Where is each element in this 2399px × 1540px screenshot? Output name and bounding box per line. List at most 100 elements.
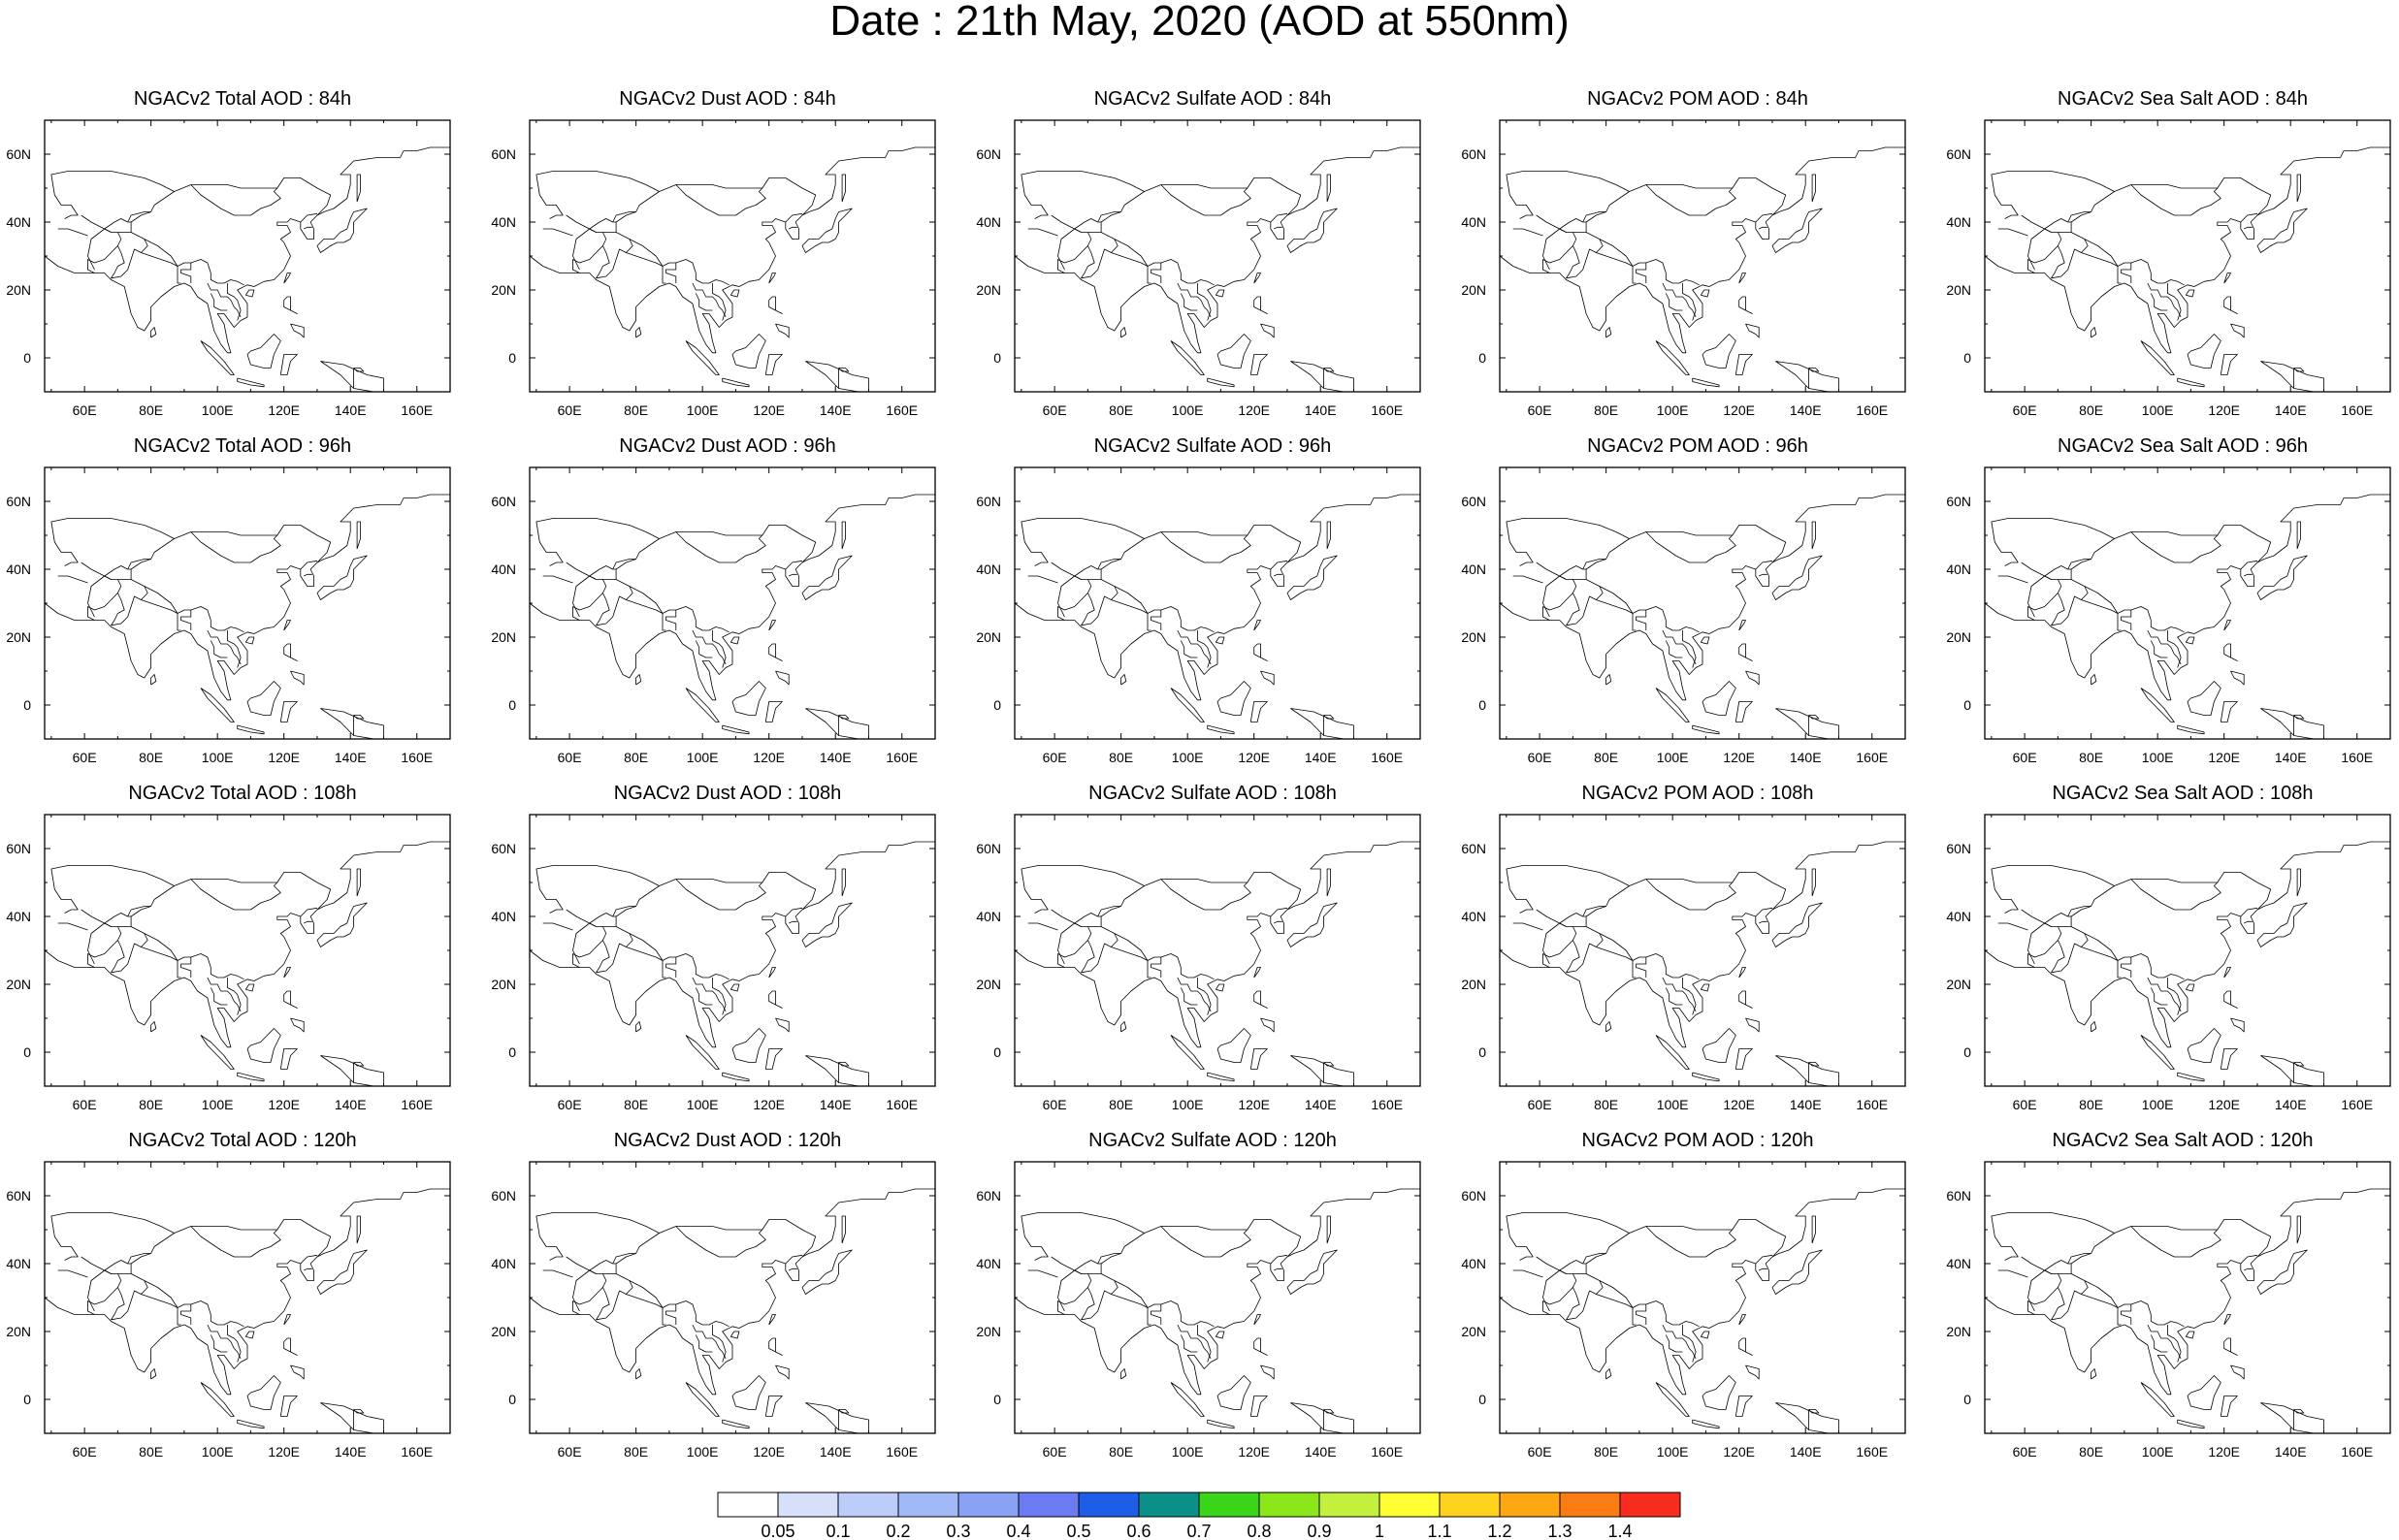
coastline bbox=[2140, 1035, 2175, 1070]
map-panel: NGACv2 Sulfate AOD : 84h 60E 80E 100E 120E 14… bbox=[970, 89, 1455, 435]
country-border bbox=[207, 629, 242, 665]
lon-tick-label: 80E bbox=[1594, 402, 1618, 418]
lat-tick-label: 60N bbox=[1946, 841, 1971, 856]
country-border bbox=[1582, 1253, 1606, 1265]
lon-tick-label: 120E bbox=[1723, 402, 1755, 418]
country-border bbox=[695, 1334, 713, 1353]
coastline bbox=[635, 674, 642, 686]
coastline bbox=[283, 620, 291, 631]
country-border bbox=[57, 575, 88, 584]
panel-title: NGACv2 Total AOD : 84h bbox=[133, 88, 352, 110]
country-border bbox=[1180, 987, 1198, 1006]
lon-tick-label: 80E bbox=[139, 1444, 163, 1460]
country-border bbox=[1160, 531, 1251, 563]
country-border bbox=[226, 630, 242, 668]
coastline bbox=[685, 688, 720, 722]
coastline bbox=[1249, 701, 1268, 722]
coastline bbox=[1738, 296, 1753, 314]
country-border bbox=[104, 1260, 132, 1271]
lon-tick-label: 160E bbox=[1371, 1097, 1403, 1112]
country-border bbox=[1151, 263, 1162, 283]
colorbar-label: 0.2 bbox=[886, 1522, 910, 1540]
country-border bbox=[111, 1287, 142, 1321]
country-border bbox=[1151, 610, 1162, 630]
lon-tick-label: 80E bbox=[1109, 750, 1133, 765]
lat-tick-label: 40N bbox=[976, 1256, 1001, 1271]
country-border bbox=[226, 978, 242, 1015]
coastline bbox=[1216, 334, 1251, 369]
coastline bbox=[1216, 1375, 1251, 1410]
country-border bbox=[662, 960, 666, 979]
lon-tick-label: 80E bbox=[2079, 402, 2103, 418]
country-border bbox=[2004, 561, 2019, 566]
coastline bbox=[1249, 1396, 1268, 1417]
panel-title: NGACv2 Sulfate AOD : 84h bbox=[1093, 88, 1332, 110]
coastline bbox=[1014, 841, 1420, 1048]
lat-tick-label: 60N bbox=[491, 494, 516, 509]
lon-tick-label: 120E bbox=[753, 402, 785, 418]
coastline bbox=[1326, 174, 1331, 203]
country-border bbox=[675, 1226, 766, 1258]
panel-title: NGACv2 POM AOD : 96h bbox=[1587, 435, 1808, 457]
country-border bbox=[1536, 909, 1567, 927]
coastline bbox=[353, 1409, 365, 1414]
coastline bbox=[1260, 1017, 1275, 1033]
country-border bbox=[1542, 926, 1577, 968]
country-border bbox=[572, 538, 660, 618]
lon-tick-label: 80E bbox=[1594, 750, 1618, 765]
country-border bbox=[2147, 282, 2182, 318]
lon-tick-label: 80E bbox=[139, 402, 163, 418]
country-border bbox=[1196, 1325, 1212, 1363]
coastline bbox=[1326, 521, 1331, 550]
country-border bbox=[1074, 913, 1102, 924]
lon-tick-label: 60E bbox=[1528, 1444, 1552, 1460]
coastline bbox=[764, 354, 783, 375]
lon-tick-label: 140E bbox=[335, 402, 367, 418]
country-border bbox=[2130, 531, 2221, 563]
coastline bbox=[529, 494, 935, 701]
lat-tick-label: 60N bbox=[1461, 1188, 1486, 1203]
coastline bbox=[729, 636, 740, 645]
country-border bbox=[662, 1307, 666, 1326]
coastline bbox=[1700, 636, 1710, 645]
coastline bbox=[2296, 868, 2301, 897]
lat-tick-label: 0 bbox=[1478, 1392, 1486, 1407]
coastline bbox=[1745, 1017, 1760, 1033]
lat-tick-label: 60N bbox=[976, 494, 1001, 509]
lon-tick-label: 60E bbox=[558, 750, 582, 765]
coastline bbox=[316, 902, 368, 947]
lat-tick-label: 20N bbox=[976, 282, 1001, 298]
lon-tick-label: 140E bbox=[1790, 1097, 1822, 1112]
coastline bbox=[1253, 643, 1268, 661]
coastline bbox=[44, 494, 450, 701]
coastline bbox=[356, 868, 361, 897]
lon-tick-label: 60E bbox=[2013, 750, 2037, 765]
map-panel: NGACv2 Sulfate AOD : 96h 60E 80E 100E 120E 14… bbox=[970, 436, 1455, 783]
country-border bbox=[2150, 640, 2168, 658]
lat-tick-label: 60N bbox=[6, 1188, 31, 1203]
country-border bbox=[210, 640, 228, 658]
coastline bbox=[2185, 636, 2195, 645]
country-border bbox=[1542, 579, 1577, 621]
lon-tick-label: 100E bbox=[202, 1444, 234, 1460]
coastline bbox=[1702, 1028, 1736, 1063]
map-plot: 60E 80E 100E 120E 140E 160E 60N 40N 20N 0 bbox=[1946, 1161, 2391, 1460]
lon-tick-label: 100E bbox=[202, 750, 234, 765]
country-border bbox=[1997, 228, 2028, 237]
coastline bbox=[2091, 674, 2097, 686]
lat-tick-label: 40N bbox=[1461, 909, 1486, 924]
colorbar-label: 0.5 bbox=[1066, 1522, 1090, 1540]
country-border bbox=[2121, 957, 2132, 978]
country-border bbox=[2166, 978, 2182, 1015]
coastline bbox=[1260, 1364, 1275, 1380]
coastline bbox=[2185, 983, 2195, 992]
lon-tick-label: 80E bbox=[139, 750, 163, 765]
country-border bbox=[1681, 630, 1697, 668]
country-border bbox=[57, 1269, 88, 1278]
coastline bbox=[150, 1368, 157, 1380]
country-border bbox=[2044, 1260, 2072, 1271]
lon-tick-label: 120E bbox=[268, 1097, 300, 1112]
lat-tick-label: 0 bbox=[1963, 1044, 1971, 1060]
lat-tick-label: 20N bbox=[1946, 629, 1971, 645]
coastline bbox=[279, 701, 298, 722]
